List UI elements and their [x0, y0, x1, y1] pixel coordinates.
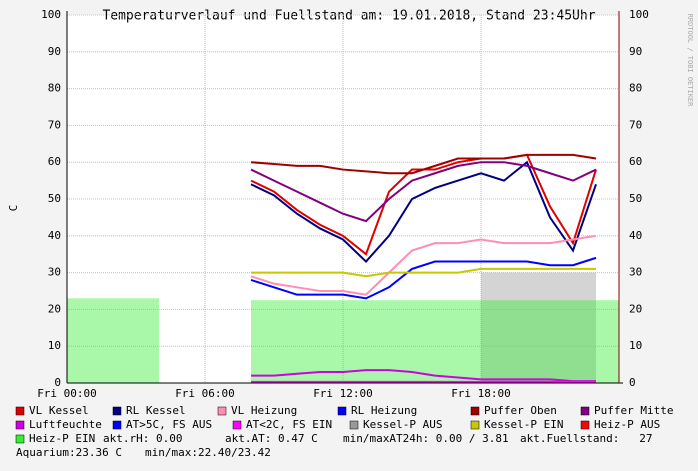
area-segment [90, 298, 113, 383]
x-tick-label: Fri 12:00 [313, 387, 373, 400]
legend-label: RL Heizung [351, 404, 417, 417]
area-segment [67, 298, 90, 383]
watermark: RRDTOOL / TOBI OETIKER [686, 14, 694, 108]
series-line [250, 153, 597, 175]
annotation: akt.Fuellstand: 27 [520, 432, 652, 445]
area-segment [527, 300, 550, 383]
y-tick-label: 90 [48, 45, 61, 58]
legend-label: Heiz-P EIN [29, 432, 95, 445]
legend-swatch [15, 406, 25, 416]
legend-label: Puffer Mitte [594, 404, 673, 417]
annotation: akt.AT: 0.47 C [225, 432, 318, 445]
legend-label: RL Kessel [126, 404, 186, 417]
series-line [251, 267, 596, 278]
area-segment [297, 300, 320, 383]
area-segment [504, 272, 527, 383]
legend-swatch [470, 420, 480, 430]
area-segment [573, 300, 596, 383]
y-tick-label: 80 [48, 82, 61, 95]
area-segment [435, 300, 458, 383]
legend-swatch [232, 420, 242, 430]
y-tick-label-right: 0 [629, 376, 636, 389]
y-tick-label-right: 40 [629, 229, 642, 242]
legend-swatch [15, 434, 25, 444]
y-tick-label: 50 [48, 192, 61, 205]
y-tick-label: 20 [48, 302, 61, 315]
legend-swatch [15, 420, 25, 430]
legend-label: Kessel-P AUS [363, 418, 442, 431]
legend-label: Kessel-P EIN [484, 418, 563, 431]
legend-swatch [337, 406, 347, 416]
y-tick-label-right: 20 [629, 302, 642, 315]
y-tick-label: 30 [48, 266, 61, 279]
area-segment [113, 298, 136, 383]
y-tick-label-right: 50 [629, 192, 642, 205]
y-tick-label: 60 [48, 155, 61, 168]
legend-label: VL Kessel [29, 404, 89, 417]
series-line [250, 161, 597, 223]
area-segment [596, 300, 619, 383]
y-tick-label: 0 [54, 376, 61, 389]
area-segment [412, 300, 435, 383]
chart-title: Temperaturverlauf und Fuellstand am: 19.… [102, 9, 595, 24]
x-tick-label: Fri 06:00 [175, 387, 235, 400]
area-segment [504, 300, 527, 383]
annotation: Aquarium:23.36 C [16, 446, 122, 459]
legend-swatch [470, 406, 480, 416]
area-segment [343, 300, 366, 383]
y-tick-label-right: 70 [629, 118, 642, 131]
area-segment [573, 272, 596, 383]
legend-label: AT<2C, FS EIN [246, 418, 332, 431]
annotation: min/max:22.40/23.42 [145, 446, 271, 459]
legend-swatch [580, 420, 590, 430]
area-segment [550, 272, 573, 383]
legend-swatch [112, 420, 122, 430]
area-segment [320, 300, 343, 383]
x-tick-label: Fri 00:00 [37, 387, 97, 400]
legend-label: Luftfeuchte [29, 418, 102, 431]
area-segment [366, 300, 389, 383]
legend-label: Heiz-P AUS [594, 418, 660, 431]
area-segment [136, 298, 159, 383]
y-tick-label-right: 80 [629, 82, 642, 95]
area-segment [527, 272, 550, 383]
y-tick-label-right: 100 [629, 8, 649, 21]
legend-swatch [217, 406, 227, 416]
y-tick-label-right: 90 [629, 45, 642, 58]
series-line [251, 369, 596, 383]
y-tick-label: 70 [48, 118, 61, 131]
series-line [250, 256, 597, 300]
legend-label: Puffer Oben [484, 404, 557, 417]
y-tick-label-right: 60 [629, 155, 642, 168]
y-tick-label-right: 30 [629, 266, 642, 279]
legend-swatch [349, 420, 359, 430]
area-segment [458, 300, 481, 383]
annotation: akt.rH: 0.00 [103, 432, 182, 445]
x-tick-label: Fri 18:00 [451, 387, 511, 400]
legend-label: VL Heizung [231, 404, 297, 417]
legend-swatch [580, 406, 590, 416]
area-segment [274, 300, 297, 383]
legend-swatch [112, 406, 122, 416]
area-segment [550, 300, 573, 383]
y-tick-label: 10 [48, 339, 61, 352]
series-line [250, 234, 597, 296]
y-tick-label: 40 [48, 229, 61, 242]
area-segment [481, 272, 504, 383]
area-segment [251, 300, 274, 383]
series-line [250, 160, 597, 263]
area-segment [389, 300, 412, 383]
y-tick-label: 100 [41, 8, 61, 21]
annotation: min/maxAT24h: 0.00 / 3.81 [343, 432, 509, 445]
y-axis-label: C [7, 205, 20, 212]
legend-label: AT>5C, FS AUS [126, 418, 212, 431]
y-tick-label-right: 10 [629, 339, 642, 352]
area-segment [481, 300, 504, 383]
